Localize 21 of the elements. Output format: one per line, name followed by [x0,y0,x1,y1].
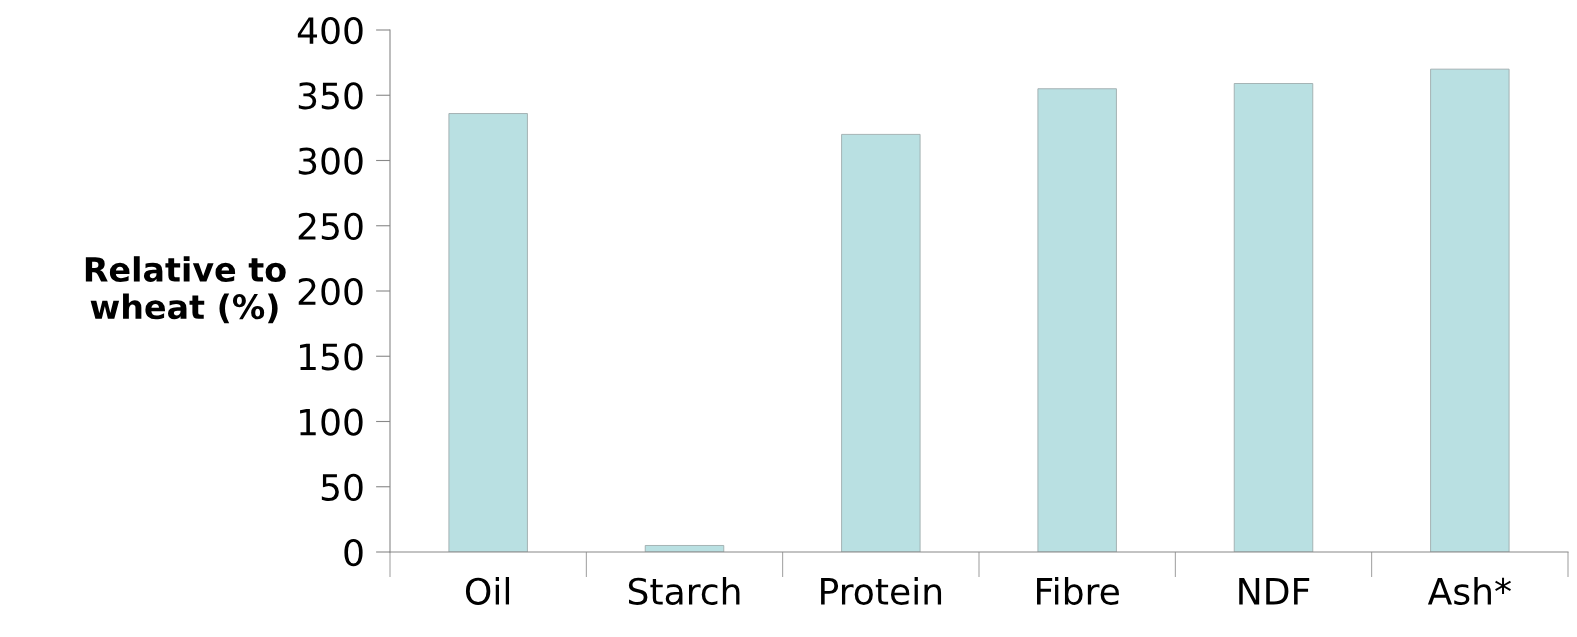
x-tick-label: Starch [628,577,740,605]
x-tick-label: Protein [821,577,942,605]
bar [841,133,921,552]
x-tick-label: Fibre [1037,577,1119,605]
bar [448,113,528,552]
x-tick-label: NDF [1239,578,1310,605]
y-tick-label: 200 [298,277,363,306]
y-tick-label: 0 [344,538,363,567]
y-axis-title: Relative to wheat (%) [85,256,286,324]
x-tick-label: Oil [465,577,510,605]
bar [1233,83,1314,552]
y-tick-label: 100 [300,408,363,436]
y-tick-label: 250 [298,212,363,240]
y-tick-label: 400 [297,16,363,45]
y-tick-label: 150 [300,343,363,371]
x-tick-label: Ash* [1427,577,1511,605]
y-tick-label: 50 [321,473,363,501]
y-tick-label: 300 [298,147,363,175]
bar [1037,88,1117,552]
y-tick-label: 350 [298,82,363,110]
bar [1430,68,1510,552]
